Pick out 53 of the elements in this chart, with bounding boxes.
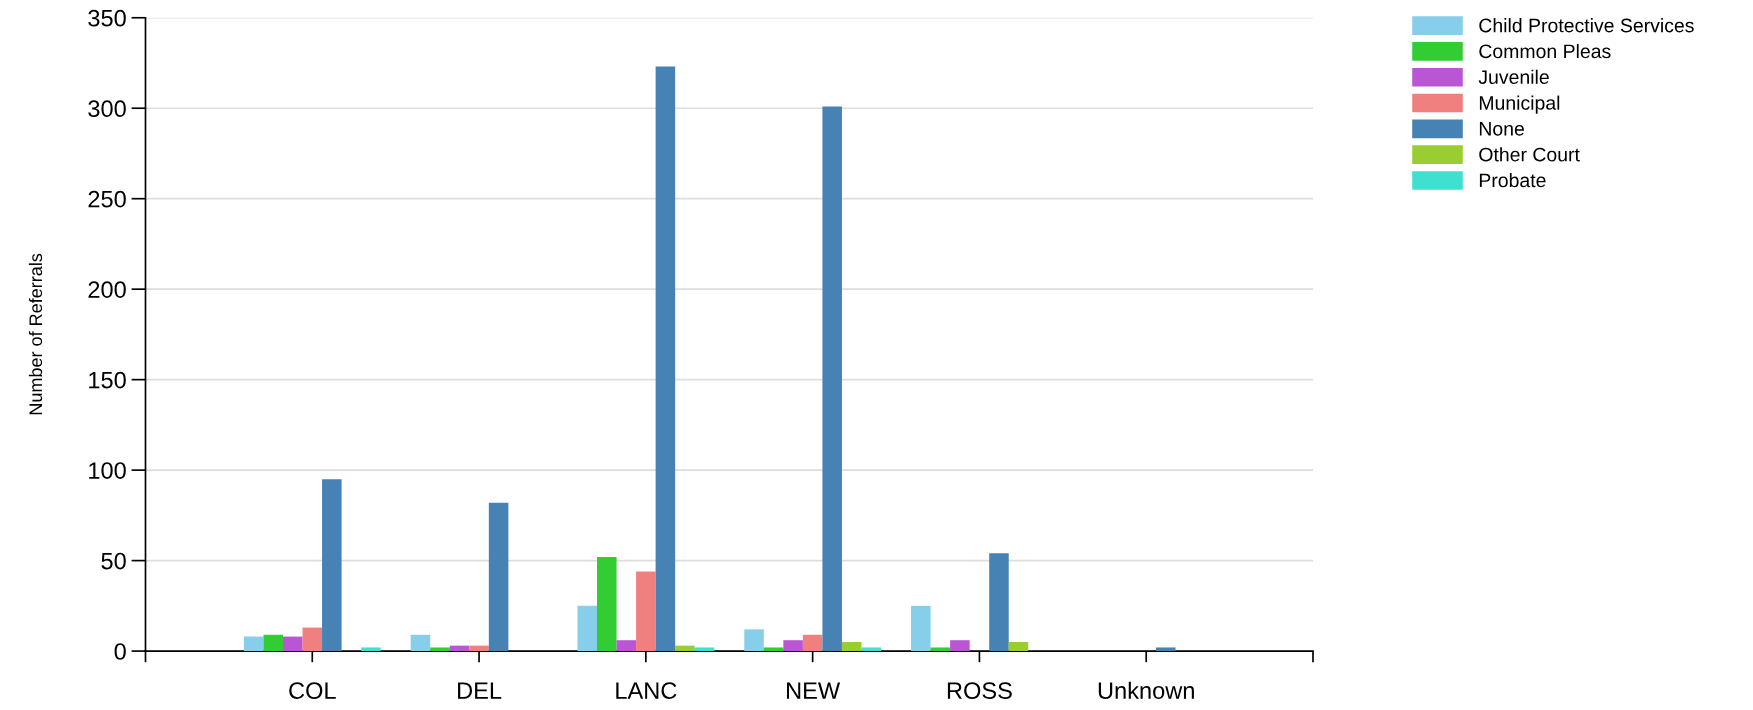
bar bbox=[361, 647, 381, 652]
bar bbox=[841, 642, 862, 652]
y-tick-label: 50 bbox=[101, 552, 126, 570]
bar bbox=[430, 647, 450, 652]
x-tick-label: Unknown bbox=[1098, 681, 1194, 699]
bar bbox=[577, 605, 598, 652]
y-tick-label: 200 bbox=[88, 281, 126, 298]
bar bbox=[783, 640, 803, 652]
bar bbox=[282, 636, 303, 652]
y-tick-label: 300 bbox=[88, 100, 126, 118]
bar bbox=[410, 634, 431, 652]
bar bbox=[243, 636, 264, 652]
bar bbox=[655, 66, 676, 652]
y-tick-label: 100 bbox=[89, 462, 126, 479]
y-tick-label: 150 bbox=[89, 371, 126, 389]
bar bbox=[488, 502, 509, 652]
x-tick-label: NEW bbox=[787, 682, 841, 699]
bar bbox=[930, 647, 951, 652]
x-tick-label: COL bbox=[289, 682, 336, 699]
bar bbox=[616, 640, 637, 652]
y-tick-label: 350 bbox=[88, 9, 126, 27]
bar bbox=[263, 634, 283, 652]
bar bbox=[911, 605, 931, 652]
x-tick-label: DEL bbox=[458, 682, 502, 699]
x-tick-label: LANC bbox=[616, 682, 677, 699]
bar bbox=[822, 106, 842, 652]
legend-label: Municipal bbox=[1479, 95, 1560, 114]
bar bbox=[469, 645, 489, 652]
x-tick-label: ROSS bbox=[947, 682, 1012, 699]
legend-label: Other Court bbox=[1479, 147, 1580, 162]
bar bbox=[1155, 647, 1176, 652]
bar bbox=[302, 627, 323, 652]
bar bbox=[744, 629, 764, 652]
bar bbox=[636, 571, 656, 652]
bar bbox=[1008, 642, 1029, 652]
bar bbox=[802, 634, 823, 652]
y-tick-label: 250 bbox=[88, 190, 126, 208]
y-axis-title: Number of Referrals bbox=[28, 253, 43, 415]
y-tick-label: 0 bbox=[114, 643, 126, 660]
bar bbox=[322, 479, 342, 652]
bar bbox=[597, 556, 617, 652]
bar bbox=[989, 553, 1009, 652]
legend-label: Child Protective Services bbox=[1479, 18, 1694, 33]
legend-label: Probate bbox=[1479, 172, 1546, 188]
bar bbox=[763, 647, 784, 652]
legend-label: Juvenile bbox=[1478, 69, 1549, 85]
bar bbox=[675, 645, 695, 652]
bar bbox=[449, 645, 470, 652]
legend-label: None bbox=[1479, 122, 1524, 136]
legend-label: Common Pleas bbox=[1479, 43, 1611, 59]
bar bbox=[950, 640, 970, 652]
bar bbox=[861, 647, 882, 652]
bar bbox=[694, 647, 715, 652]
